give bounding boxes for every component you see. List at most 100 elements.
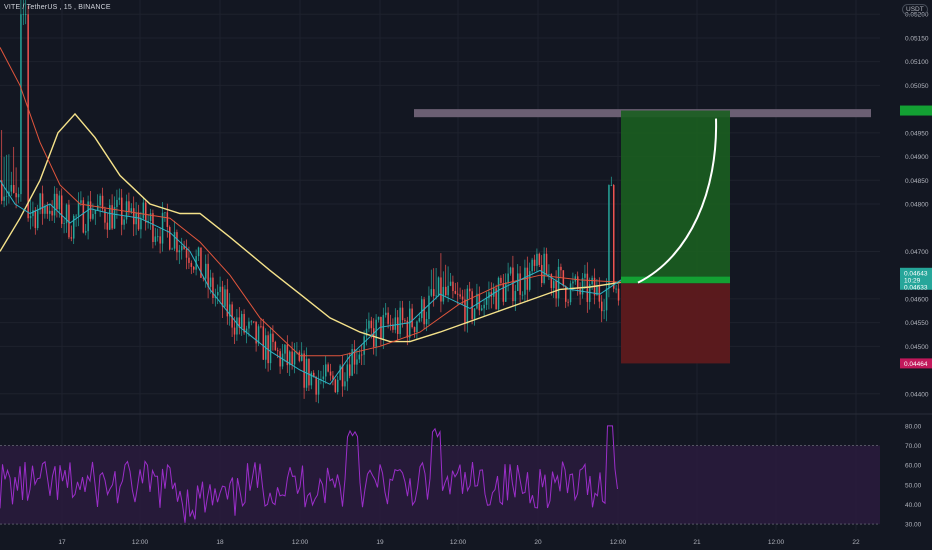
candle-body bbox=[337, 379, 339, 393]
candle-body bbox=[550, 274, 553, 289]
rsi-tick-label: 80.00 bbox=[905, 423, 922, 430]
projection-arrow-curve bbox=[637, 118, 718, 284]
candle-body bbox=[56, 193, 58, 210]
price-tick-label: 0.04550 bbox=[905, 320, 929, 327]
candle-body bbox=[399, 307, 401, 334]
candle-body bbox=[327, 364, 329, 372]
candle-body bbox=[94, 210, 97, 215]
candle-body bbox=[20, 14, 22, 195]
candle-body bbox=[596, 286, 598, 296]
candle-body bbox=[298, 352, 301, 361]
candle-body bbox=[89, 201, 92, 219]
candle-body bbox=[452, 281, 454, 292]
candle-body bbox=[440, 277, 442, 302]
candle-body bbox=[541, 264, 543, 284]
candle-body bbox=[447, 285, 449, 296]
candle-body bbox=[464, 299, 466, 324]
candle-body bbox=[257, 326, 260, 344]
candle-body bbox=[104, 209, 106, 223]
candle-body bbox=[430, 289, 433, 296]
candle-body bbox=[209, 277, 212, 287]
candle-body bbox=[505, 282, 507, 302]
candle-body bbox=[579, 288, 581, 295]
candle-body bbox=[46, 206, 49, 214]
candle-body bbox=[344, 381, 346, 387]
loss-zone bbox=[621, 283, 730, 364]
candle-body bbox=[118, 197, 121, 200]
candle-body bbox=[236, 317, 238, 335]
candle-body bbox=[97, 205, 99, 211]
candle-body bbox=[485, 298, 488, 305]
price-tick-label: 0.04950 bbox=[905, 130, 929, 137]
candle-body bbox=[365, 328, 368, 337]
candle-body bbox=[521, 294, 524, 296]
price-tick-label: 0.04400 bbox=[905, 391, 929, 398]
candle-body bbox=[29, 216, 32, 219]
candle-body bbox=[589, 284, 591, 302]
candle-body bbox=[262, 326, 265, 360]
candle-body bbox=[545, 253, 548, 275]
candle-body bbox=[286, 344, 289, 366]
candle-body bbox=[212, 277, 214, 298]
price-tick-label: 0.05200 bbox=[905, 12, 929, 19]
candle-body bbox=[356, 359, 358, 365]
time-axis[interactable]: 17 12:00 18 12:00 19 12:00 20 12:00 21 12:00 22 bbox=[58, 539, 860, 546]
rsi-band bbox=[0, 445, 880, 525]
candle-body bbox=[603, 310, 605, 312]
candle-body bbox=[238, 317, 241, 328]
candle-body bbox=[581, 277, 584, 295]
stop-price-tag: 0.04464 bbox=[904, 361, 928, 368]
candle-body bbox=[87, 201, 89, 232]
candle-body bbox=[385, 312, 387, 316]
candle-body bbox=[219, 286, 221, 292]
candle-body bbox=[161, 212, 164, 244]
candle-body bbox=[461, 296, 464, 300]
time-tick-label: 12:00 bbox=[292, 539, 309, 546]
candle-body bbox=[413, 327, 416, 333]
candle-body bbox=[181, 245, 183, 251]
rsi-tick-label: 70.00 bbox=[905, 443, 922, 450]
price-axis[interactable]: 0.05200 0.05150 0.05100 0.05050 0.04950 0.049… bbox=[900, 12, 932, 399]
candle-body bbox=[471, 291, 473, 319]
candle-body bbox=[22, 14, 25, 16]
candle-body bbox=[142, 202, 145, 219]
candle-body bbox=[512, 267, 514, 302]
candle-body bbox=[233, 327, 236, 335]
candle-body bbox=[39, 193, 41, 210]
candle-body bbox=[277, 350, 279, 352]
candle-body bbox=[351, 349, 353, 376]
candle-body bbox=[178, 250, 181, 253]
candle-body bbox=[34, 210, 37, 229]
candle-body bbox=[339, 365, 341, 380]
candle-body bbox=[406, 320, 409, 338]
rsi-line bbox=[0, 425, 618, 523]
candle-body bbox=[308, 358, 310, 386]
candle-body bbox=[159, 236, 161, 244]
candle-body bbox=[70, 237, 73, 239]
candle-body bbox=[164, 212, 166, 214]
candle-body bbox=[526, 267, 529, 290]
candle-body bbox=[459, 294, 461, 297]
candle-body bbox=[13, 185, 15, 193]
price-tick-label: 0.04800 bbox=[905, 202, 929, 209]
chart-grid bbox=[0, 0, 932, 530]
candle-body bbox=[317, 379, 320, 395]
currency-badge[interactable]: USDT bbox=[902, 4, 928, 15]
candle-body bbox=[15, 192, 17, 198]
candle-body bbox=[332, 375, 334, 380]
candle-body bbox=[476, 293, 478, 309]
candle-body bbox=[3, 196, 5, 201]
moving-average-line bbox=[0, 47, 622, 357]
candle-body bbox=[615, 288, 617, 290]
entry-price-tag-bg bbox=[900, 267, 932, 290]
moving-average-line bbox=[0, 112, 622, 343]
candle-body bbox=[454, 291, 457, 294]
candle-body bbox=[245, 328, 248, 333]
candle-body bbox=[121, 197, 123, 225]
candle-body bbox=[293, 352, 296, 365]
candle-body bbox=[536, 253, 538, 266]
candle-body bbox=[421, 299, 423, 319]
long-position-tool[interactable] bbox=[621, 110, 730, 364]
candle-body bbox=[183, 245, 185, 250]
